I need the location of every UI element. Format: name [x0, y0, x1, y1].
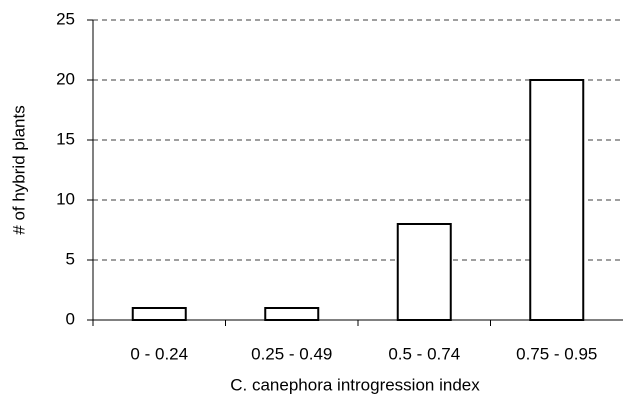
bar [264, 307, 320, 321]
bar [396, 223, 452, 321]
x-tick-label: 0.5 - 0.74 [388, 344, 460, 363]
y-tick-label: 5 [66, 249, 75, 268]
x-tick-label: 0 - 0.24 [130, 344, 188, 363]
bar [529, 79, 585, 321]
y-tick-label: 25 [56, 9, 75, 28]
y-tick-label: 15 [56, 129, 75, 148]
x-tick-label: 0.75 - 0.95 [516, 344, 597, 363]
x-tick-label: 0.25 - 0.49 [251, 344, 332, 363]
y-axis-label: # of hybrid plants [9, 105, 28, 234]
x-axis-label: C. canephora introgression index [230, 375, 480, 394]
bar [131, 307, 187, 321]
y-tick-label: 0 [66, 309, 75, 328]
y-tick-label: 10 [56, 189, 75, 208]
y-tick-label: 20 [56, 69, 75, 88]
